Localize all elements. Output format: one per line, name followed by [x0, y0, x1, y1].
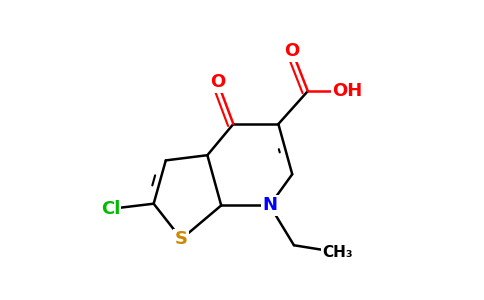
Text: S: S [175, 230, 188, 248]
Text: O: O [210, 74, 226, 92]
Text: O: O [285, 42, 300, 60]
Text: Cl: Cl [101, 200, 120, 218]
Text: CH₃: CH₃ [322, 245, 352, 260]
Text: OH: OH [333, 82, 363, 100]
Text: N: N [262, 196, 277, 214]
